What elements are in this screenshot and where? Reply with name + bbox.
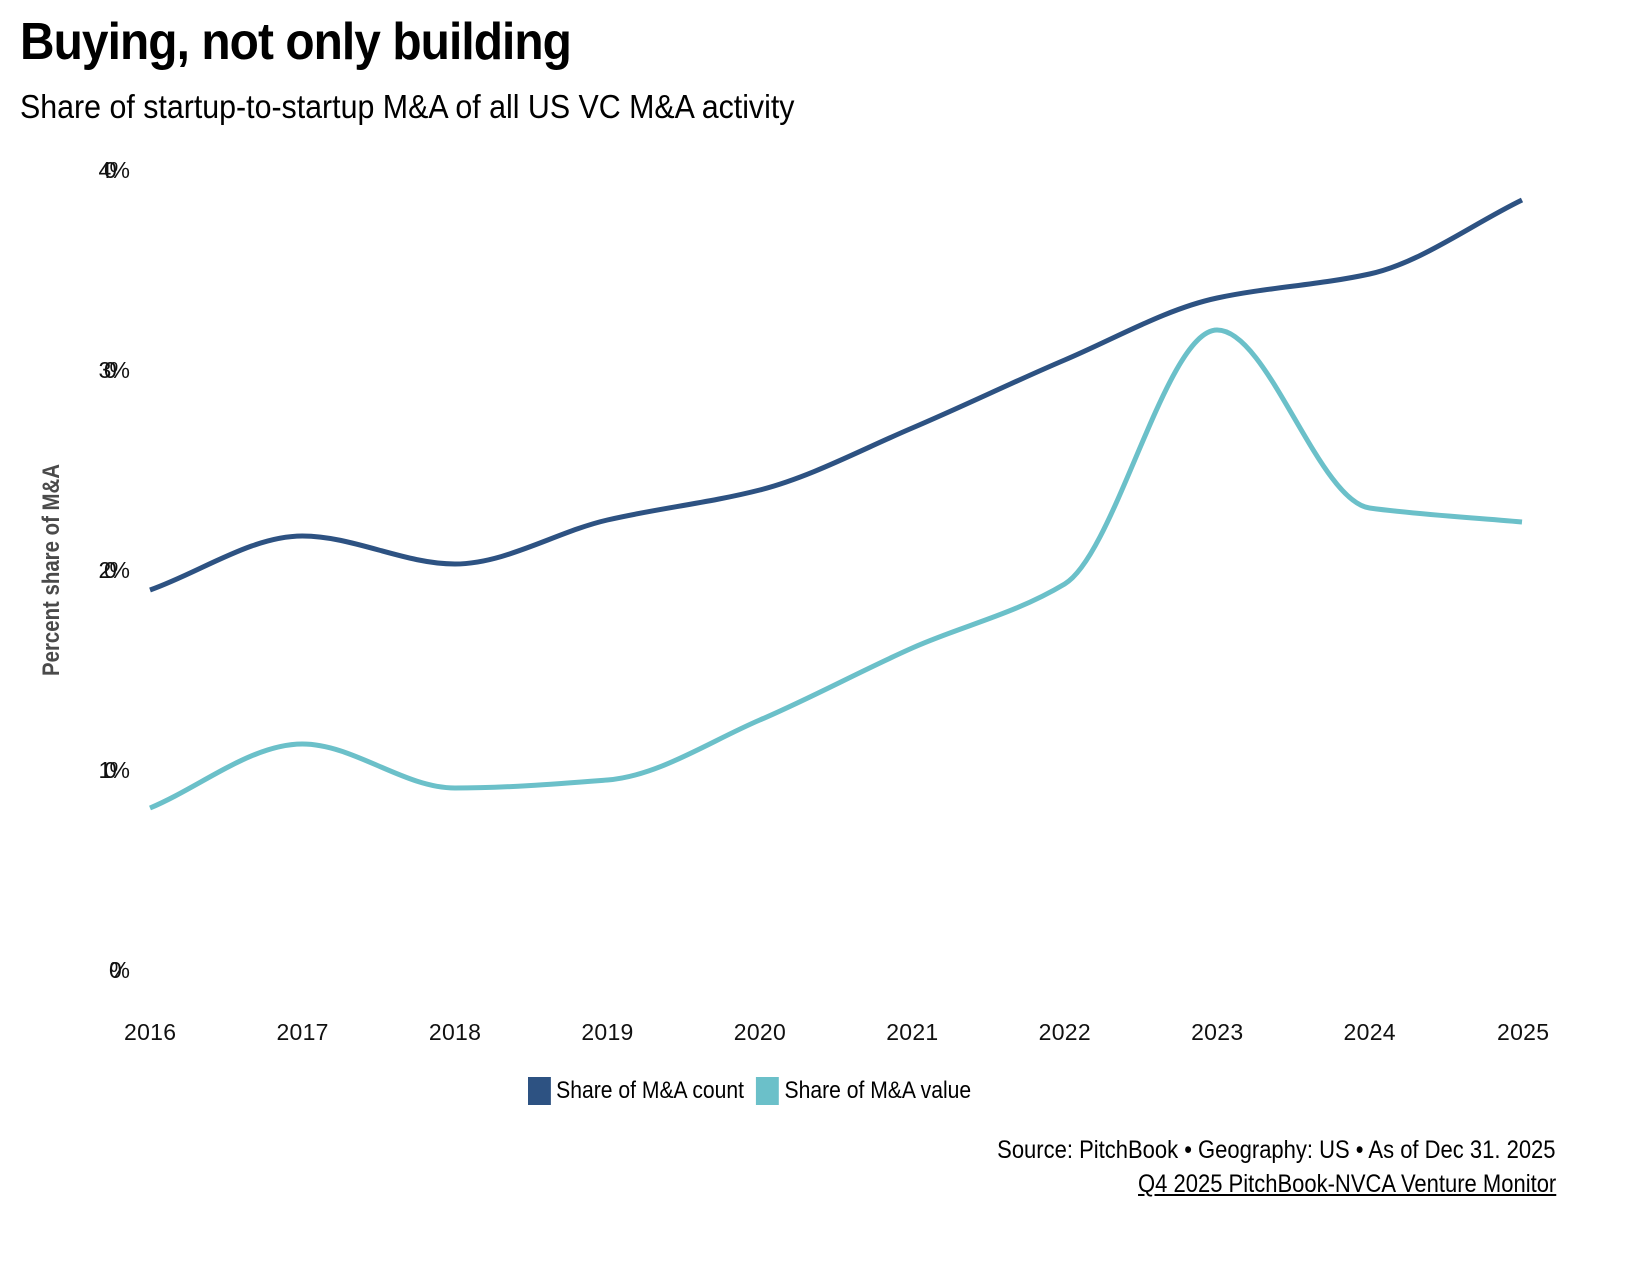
series-line-value [149, 327, 1523, 811]
legend-item-value[interactable]: Share of M&A value [756, 1077, 971, 1105]
x-tick-label: 2018 [429, 1019, 481, 1045]
chart-subtitle: Share of startup-to-startup M&A of all U… [20, 88, 795, 125]
y-axis-ticks: 0% 10% 20% 30% 40% [99, 157, 131, 983]
chart-title: Buying, not only building [20, 13, 572, 71]
x-tick-label: 2017 [276, 1019, 328, 1045]
legend-swatch-value [756, 1077, 780, 1105]
x-tick-label: 2019 [581, 1019, 633, 1045]
legend: Share of M&A count Share of M&A value [528, 1077, 971, 1105]
report-link[interactable]: Q4 2025 PitchBook-NVCA Venture Monitor [1137, 1170, 1556, 1198]
x-tick-label: 2024 [1344, 1019, 1396, 1045]
y-tick-label: 40% [99, 157, 131, 183]
x-tick-label: 2020 [734, 1019, 786, 1045]
x-tick-label: 2016 [124, 1019, 176, 1045]
y-tick-label: 30% [99, 357, 131, 383]
legend-label-count: Share of M&A count [556, 1077, 745, 1104]
legend-item-count[interactable]: Share of M&A count [528, 1077, 744, 1105]
y-tick-label: 20% [99, 557, 131, 583]
y-tick-label: 0% [109, 957, 130, 983]
x-tick-label: 2022 [1039, 1019, 1091, 1045]
series-line-count [149, 197, 1524, 593]
line-chart: 0%10%20%30%40% 2016 2017 2018 2019 2020 2021 2… [99, 157, 1550, 1045]
y-tick-label: 10% [99, 757, 131, 783]
source-note: Source: PitchBook • Geography: US • As o… [997, 1136, 1556, 1164]
legend-label-value: Share of M&A value [784, 1077, 972, 1104]
series-lines [149, 197, 1524, 811]
x-tick-label: 2023 [1191, 1019, 1243, 1045]
x-axis-ticks: 2016 2017 2018 2019 2020 2021 2022 2023 2024 2025 [124, 1019, 1549, 1045]
x-tick-label: 2021 [886, 1019, 938, 1045]
legend-swatch-count [528, 1077, 551, 1105]
x-tick-label: 2025 [1497, 1019, 1549, 1045]
